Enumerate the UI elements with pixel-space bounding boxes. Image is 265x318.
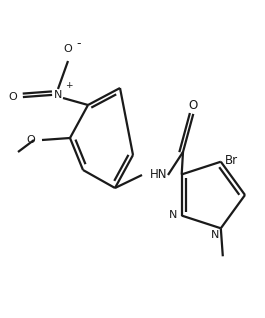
Text: N: N xyxy=(210,230,219,240)
Text: O: O xyxy=(26,135,35,145)
Text: O: O xyxy=(64,44,72,54)
Text: N: N xyxy=(169,210,178,219)
Text: -: - xyxy=(76,37,81,50)
Text: HN: HN xyxy=(150,169,167,182)
Text: +: + xyxy=(65,81,73,90)
Text: N: N xyxy=(54,90,62,100)
Text: O: O xyxy=(8,92,17,102)
Text: Br: Br xyxy=(225,154,238,167)
Text: O: O xyxy=(188,99,198,112)
